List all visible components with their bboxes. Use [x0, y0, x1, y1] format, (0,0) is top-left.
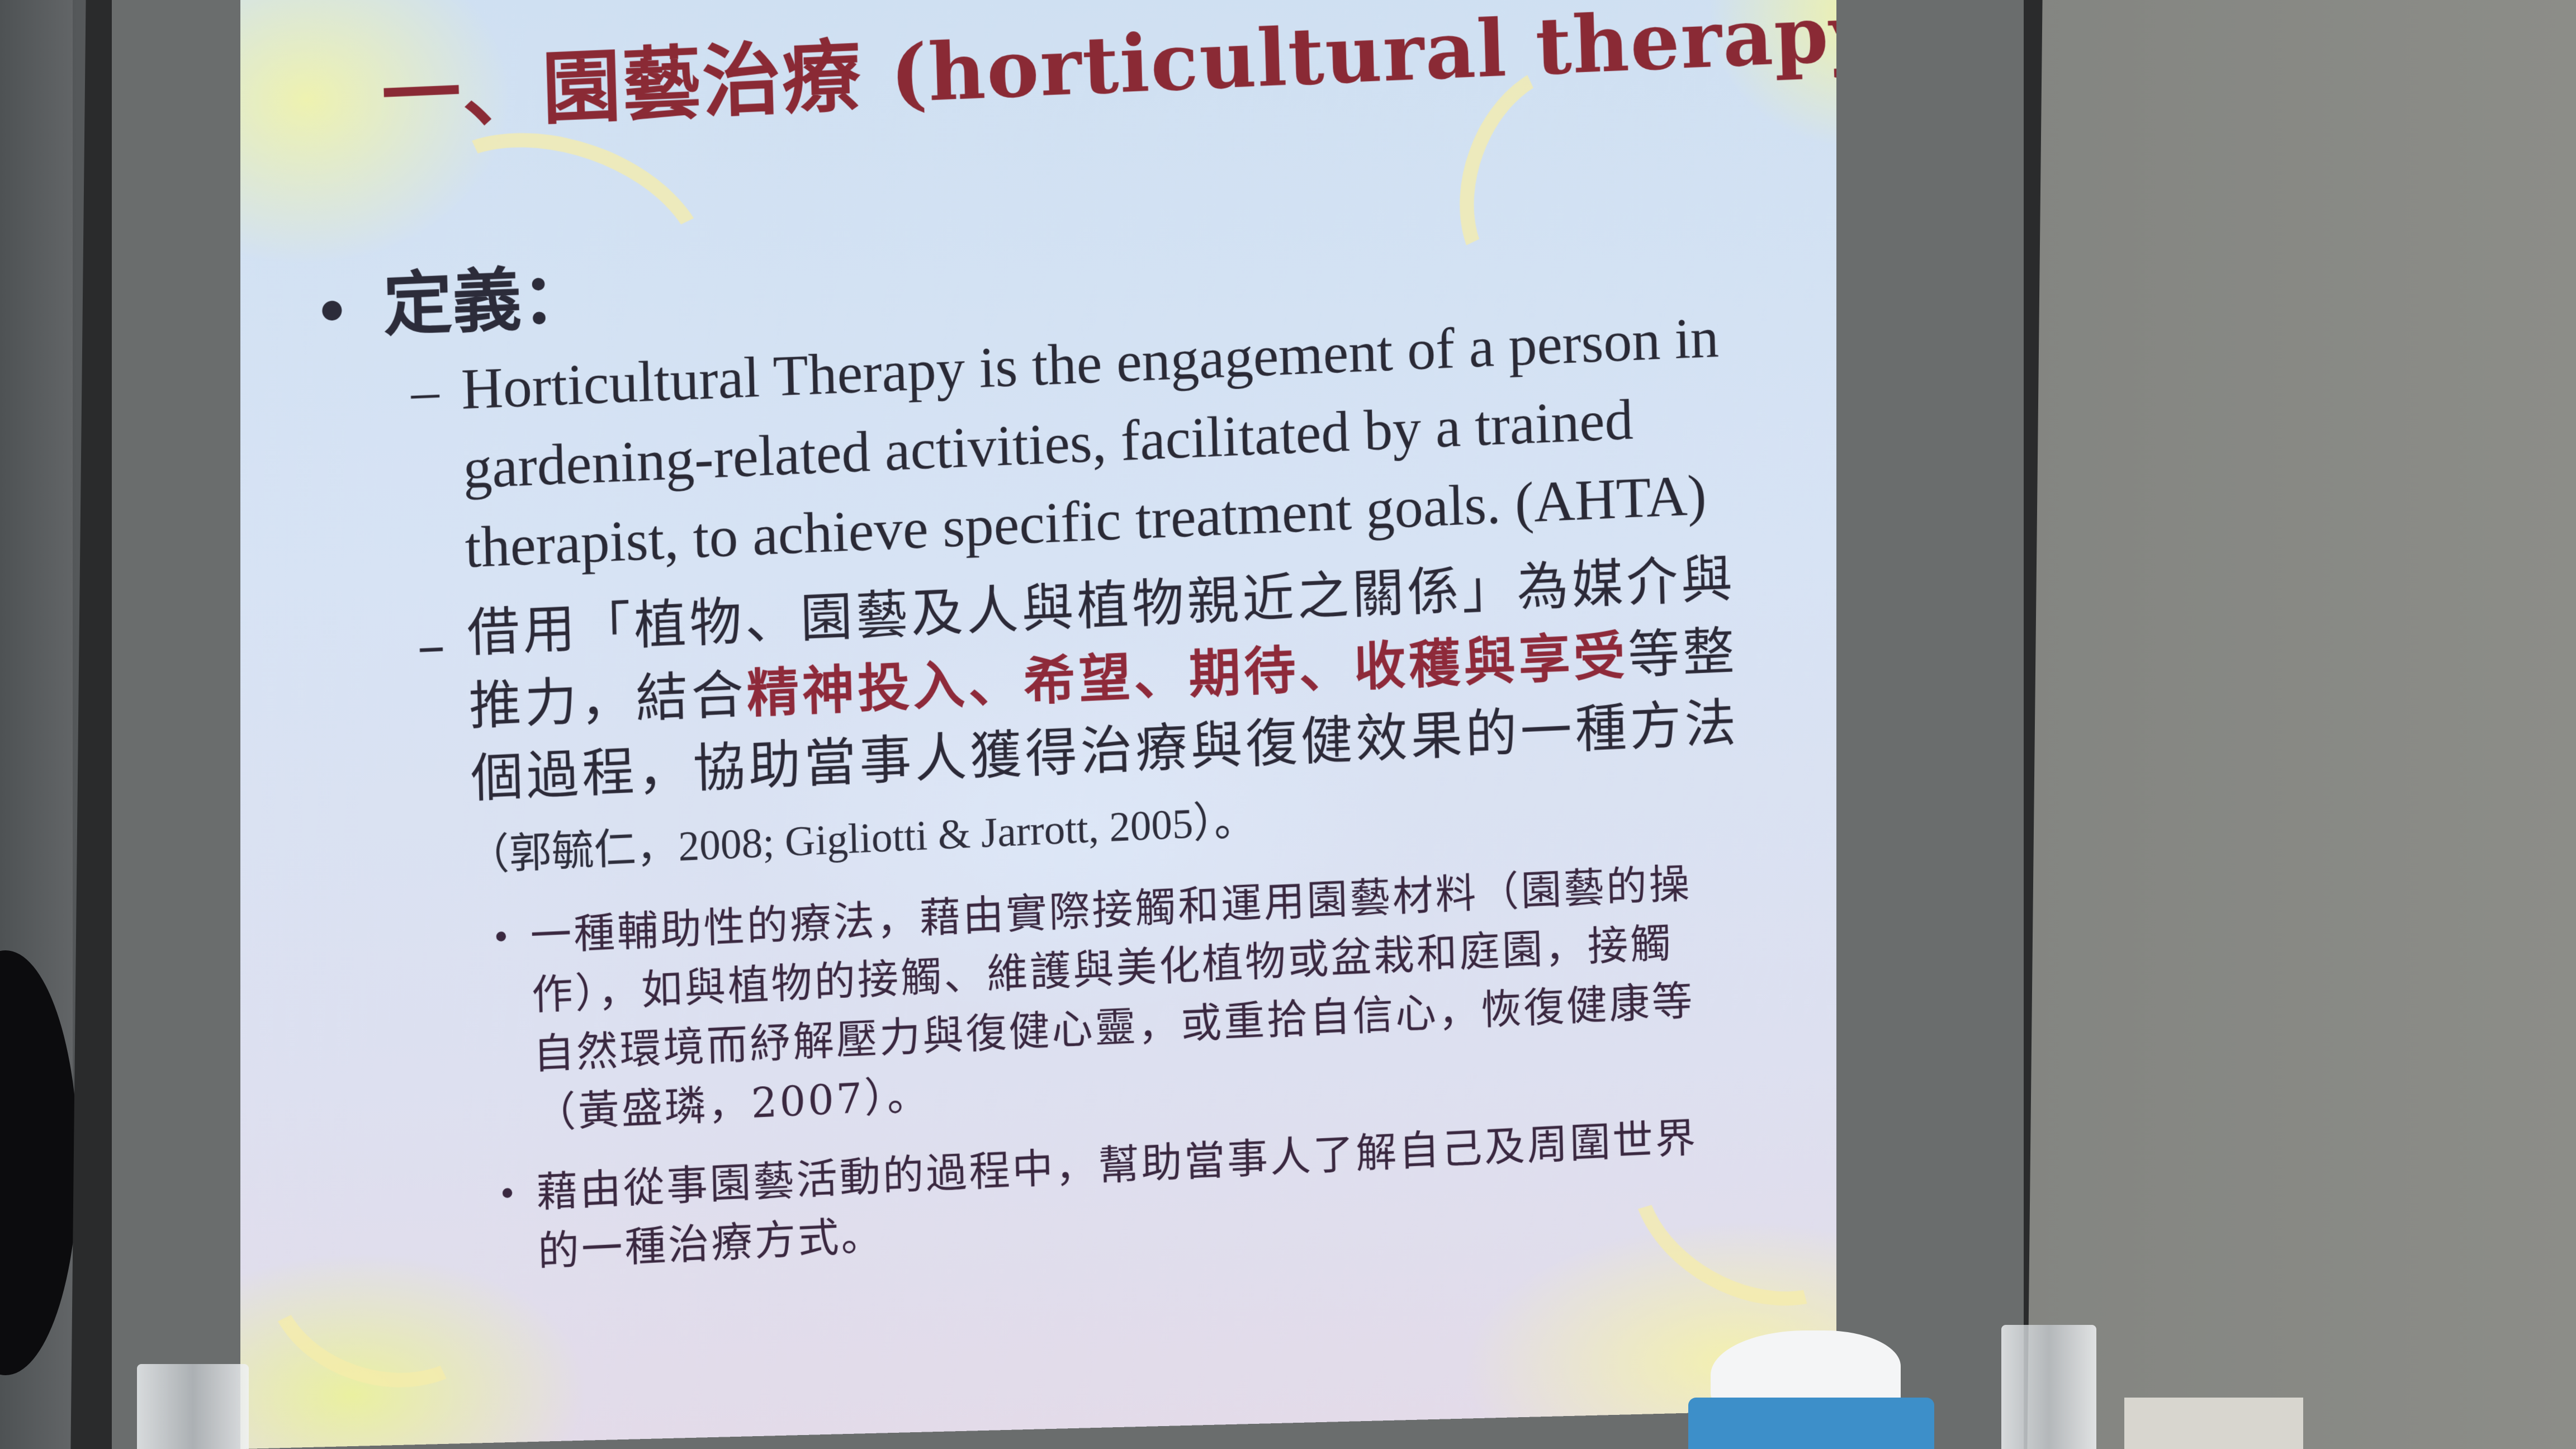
plastic-cup	[137, 1364, 249, 1449]
bullet-icon: •	[497, 1164, 520, 1224]
tissue-box	[1688, 1398, 1934, 1449]
bullet-icon: •	[313, 264, 351, 360]
sub-point: • 一種輔助性的療法，藉由實際接觸和運用園藝材料（園藝的操 作），如與植物的接觸…	[491, 848, 1835, 1145]
slide-content: • 定義： – Horticultural Therapy is the enga…	[296, 201, 1836, 1292]
chinese-definition-text: 推力，結合	[468, 664, 748, 737]
definition-heading: 定義：	[382, 257, 591, 346]
bullet-icon: •	[491, 908, 514, 968]
dash-icon: –	[410, 351, 440, 432]
tray	[2124, 1398, 2303, 1449]
plastic-cup	[2001, 1325, 2096, 1449]
chinese-definition-text: 等整	[1627, 621, 1738, 686]
dash-icon: –	[416, 609, 449, 683]
presentation-slide: 一、園藝治療 (horticultural therapy)概論 • 定義： – …	[240, 0, 1836, 1449]
